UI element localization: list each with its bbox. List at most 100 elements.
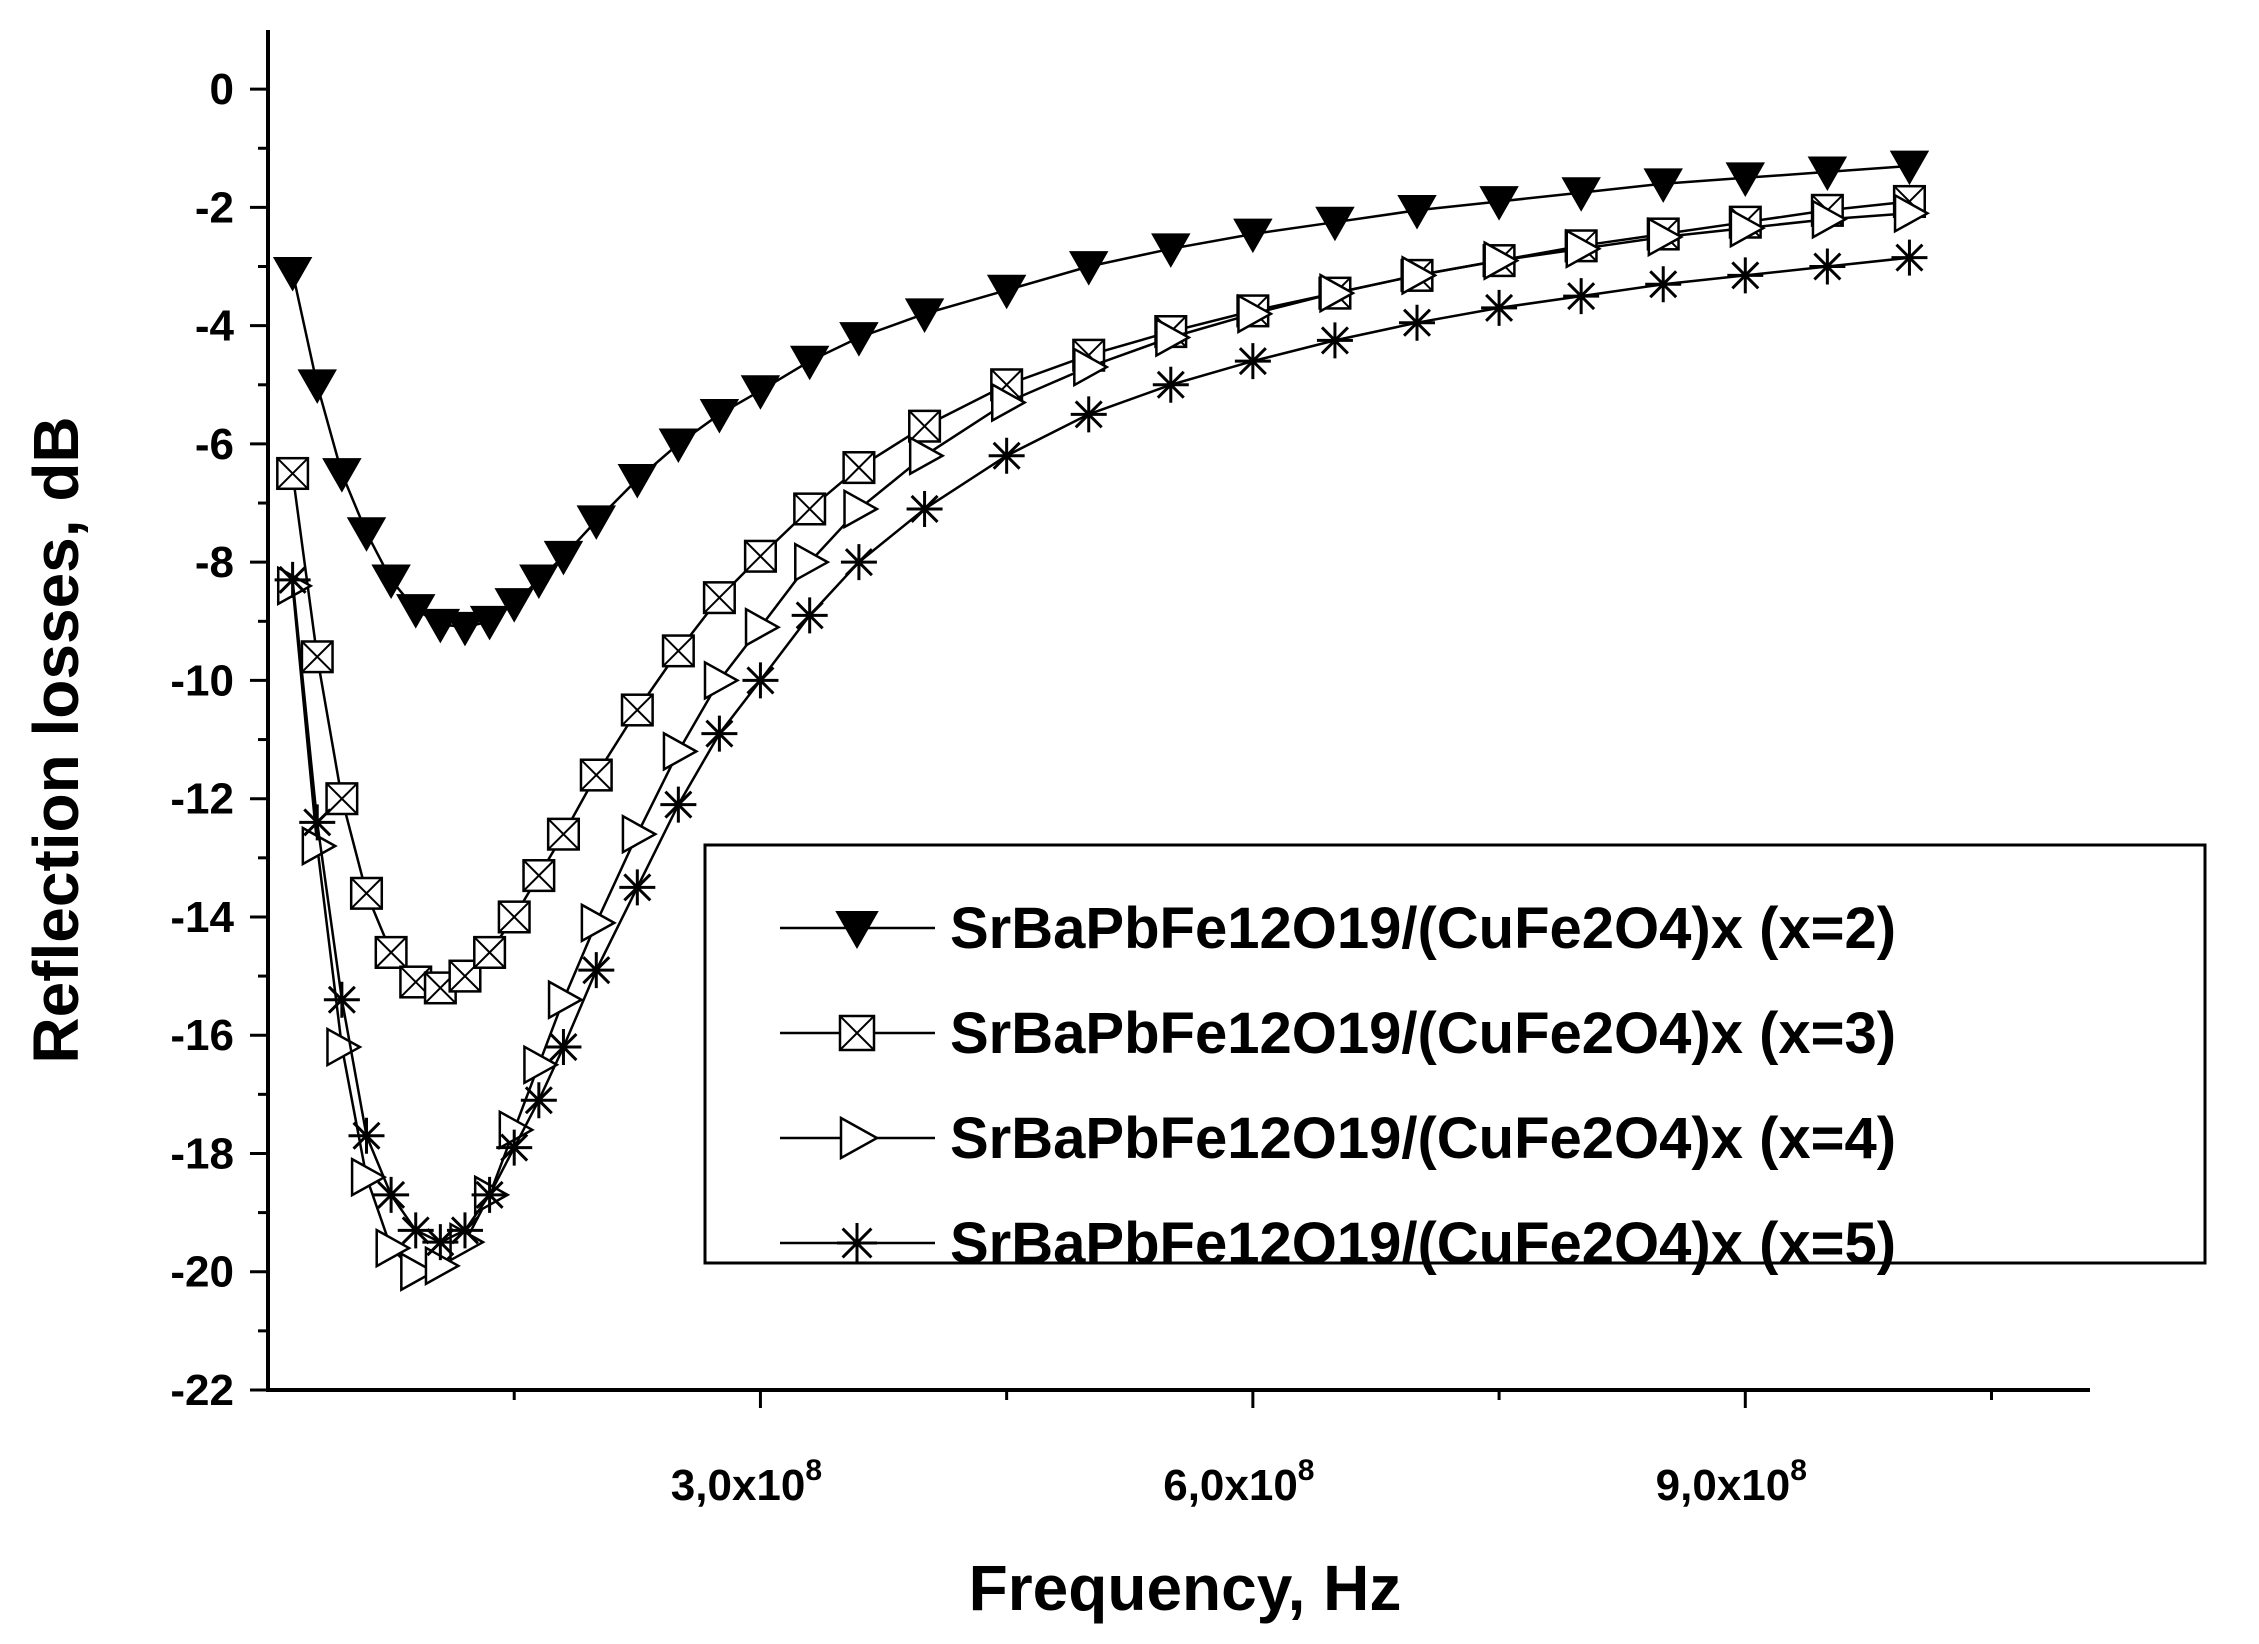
y-axis: 0 -2 -4 -6 -8 -10 -12 -14 -16 -18 -20 -22 [170,65,268,1415]
data-point [471,1176,508,1213]
data-point [422,1224,459,1261]
data-point [621,814,658,855]
data-point [547,979,585,1020]
data-point [1563,278,1600,315]
data-point [1316,322,1353,359]
data-point [794,542,831,583]
data-point [662,731,699,772]
data-point [299,804,336,841]
data-point [498,1109,535,1150]
data-point [523,1044,560,1085]
data-point [1645,266,1682,303]
legend-label: SrBaPbFe12O19/(CuFe2O4)x (x=5) [950,1211,1896,1276]
data-point [545,1029,582,1066]
legend-label: SrBaPbFe12O19/(CuFe2O4)x (x=3) [950,1001,1896,1066]
data-point [793,492,827,526]
data-point [322,458,362,493]
data-point [445,611,485,647]
data-point [276,456,310,491]
legend-entry: SrBaPbFe12O19/(CuFe2O4)x (x=2) [780,896,1896,961]
data-point [576,505,617,540]
data-point [1561,177,1601,212]
data-point [703,660,740,701]
y-tick-label: -14 [170,893,234,942]
data-point [1807,156,1848,192]
data-point [1727,257,1764,294]
data-point [522,859,556,893]
x-tick-label: 9,0x108 [1656,1454,1807,1510]
data-point [546,817,581,851]
data-point [424,1245,461,1286]
legend: SrBaPbFe12O19/(CuFe2O4)x (x=2) SrBaPbFe12… [703,843,2207,1276]
data-point [397,1212,434,1249]
data-point [349,876,384,910]
data-point [543,540,584,576]
series-layer [272,150,1931,1292]
legend-box [703,843,2207,1265]
series-4 [274,239,1928,1261]
data-point [325,782,359,816]
data-point [1725,162,1766,197]
y-tick-label: -16 [170,1011,234,1060]
data-point [272,257,313,292]
data-point [839,1115,880,1161]
y-tick-label: -4 [195,302,235,351]
y-axis-title: Reflection losses, dB [20,416,92,1063]
data-point [519,564,559,600]
data-point [740,375,781,410]
legend-label: SrBaPbFe12O19/(CuFe2O4)x (x=4) [950,1106,1896,1171]
data-point [1070,396,1107,433]
data-point [791,597,828,634]
data-point [1647,216,1684,258]
data-point [908,409,942,443]
data-point [446,1212,483,1249]
data-point [373,1176,410,1213]
data-point [1234,343,1271,380]
data-point [1155,317,1192,358]
data-point [1811,199,1848,240]
data-point [620,693,654,727]
data-point [469,605,510,641]
y-tick-label: 0 [210,65,234,114]
data-point [617,463,658,499]
data-point [789,345,830,381]
data-point [702,581,736,615]
legend-entry: SrBaPbFe12O19/(CuFe2O4)x (x=4) [780,1106,1896,1171]
data-point [1479,186,1519,221]
data-point [346,517,387,552]
data-point [838,1014,876,1052]
x-tick-label: 6,0x108 [1163,1454,1314,1510]
data-point [300,640,334,674]
data-point [1319,273,1356,314]
data-point [842,451,876,485]
data-point [371,564,411,600]
data-point [1233,218,1273,254]
series-3 [276,193,1931,1292]
y-tick-label: -6 [195,420,234,469]
y-tick-label: -8 [195,538,234,587]
data-point [840,544,877,581]
data-point [744,607,782,648]
data-point [904,298,945,333]
data-point [374,935,408,969]
data-point [660,786,697,823]
x-axis-title: Frequency, Hz [969,1552,1402,1624]
data-point [1068,251,1109,286]
data-point [1729,207,1766,249]
data-point [323,981,360,1018]
data-point [1481,289,1518,326]
data-point [497,900,531,934]
data-point [699,398,740,434]
data-point [1809,248,1846,285]
data-point [990,382,1028,423]
y-tick-label: -20 [170,1248,234,1297]
data-point [579,758,613,792]
data-point [297,369,337,404]
y-tick-label: -10 [170,656,234,705]
data-point [496,1129,533,1166]
series-line [291,256,1910,1244]
data-point [701,715,738,752]
data-point [986,274,1027,310]
data-point [1151,233,1191,268]
